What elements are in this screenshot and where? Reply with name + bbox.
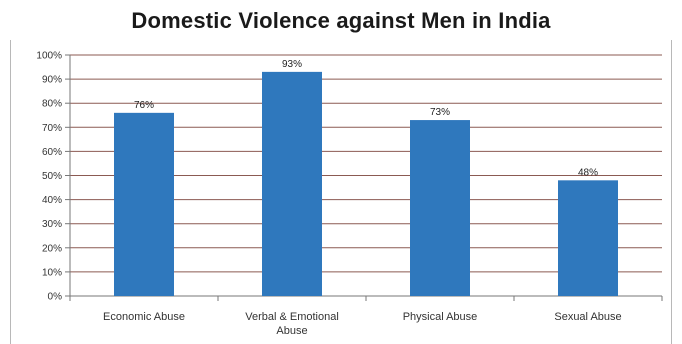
bar bbox=[558, 180, 618, 296]
y-tick-label: 40% bbox=[42, 195, 62, 206]
x-category-label: Economic Abuse bbox=[103, 311, 185, 323]
bar bbox=[410, 120, 470, 296]
y-tick-label: 10% bbox=[42, 267, 62, 278]
data-label: 93% bbox=[282, 59, 302, 70]
bars bbox=[114, 71, 618, 297]
y-tick-label: 80% bbox=[42, 99, 62, 110]
x-category-label: Physical Abuse bbox=[403, 311, 478, 323]
data-label: 73% bbox=[430, 107, 450, 118]
data-label: 76% bbox=[134, 100, 154, 111]
y-tick-label: 90% bbox=[42, 75, 62, 86]
y-tick-label: 100% bbox=[36, 51, 62, 62]
x-category-label: Abuse bbox=[276, 325, 307, 337]
y-tick-label: 60% bbox=[42, 147, 62, 158]
bar bbox=[114, 112, 174, 296]
y-tick-label: 70% bbox=[42, 123, 62, 134]
y-tick-label: 50% bbox=[42, 171, 62, 182]
bar bbox=[262, 71, 322, 297]
x-category-label: Verbal & Emotional bbox=[245, 311, 339, 323]
data-label: 48% bbox=[578, 167, 598, 178]
plot-frame bbox=[10, 40, 672, 344]
y-tick-label: 0% bbox=[48, 292, 63, 303]
y-tick-label: 30% bbox=[42, 219, 62, 230]
labels: 0% 10% 20% 30% 40% 50% 60% 70% 80% 90% 100% 76% Econ… bbox=[36, 51, 621, 338]
y-tick-label: 20% bbox=[42, 243, 62, 254]
chart-title: Domestic Violence against Men in India bbox=[131, 8, 551, 33]
x-category-label: Sexual Abuse bbox=[554, 311, 621, 323]
